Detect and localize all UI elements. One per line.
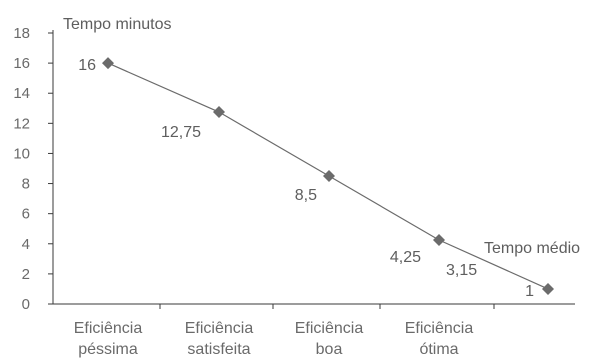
y-tick-label: 0 [22,296,30,313]
data-point-marker [323,170,335,183]
data-point-marker [102,57,114,70]
data-point-marker [542,282,554,295]
y-tick-label: 16 [13,55,30,72]
y-axis-ticks: 0 2 4 6 8 10 12 14 16 18 [13,25,53,313]
x-axis-ticks [159,304,495,309]
data-point-marker [213,106,225,119]
category-labels: Eficiência péssima Eficiência satisfeita Efi… [74,320,474,358]
data-label: 1 [525,283,534,300]
data-label: 8,5 [295,187,317,204]
data-label: 12,75 [161,124,201,141]
y-tick-label: 12 [13,115,30,132]
y-axis-title: Tempo minutos [63,16,172,33]
category-label: Eficiência péssima [74,320,143,358]
data-label-extra: 3,15 [446,262,477,279]
category-label: Eficiência satisfeita [185,320,254,358]
y-tick-label: 8 [22,176,30,193]
data-series [102,57,554,295]
category-label: Eficiência boa [295,320,364,358]
y-tick-label: 10 [13,145,30,162]
y-tick-label: 4 [22,236,30,253]
data-point-marker [433,234,445,247]
data-label: 16 [78,57,96,74]
y-tick-label: 18 [13,25,30,42]
y-tick-label: 14 [13,85,30,102]
y-tick-label: 2 [22,266,30,283]
data-labels: 16 12,75 8,5 4,25 1 3,15 [78,57,534,300]
y-tick-label: 6 [22,206,30,223]
x-axis-title: Tempo médio [484,240,580,257]
category-label: Eficiência ótima [405,320,474,358]
data-label: 4,25 [390,249,421,266]
